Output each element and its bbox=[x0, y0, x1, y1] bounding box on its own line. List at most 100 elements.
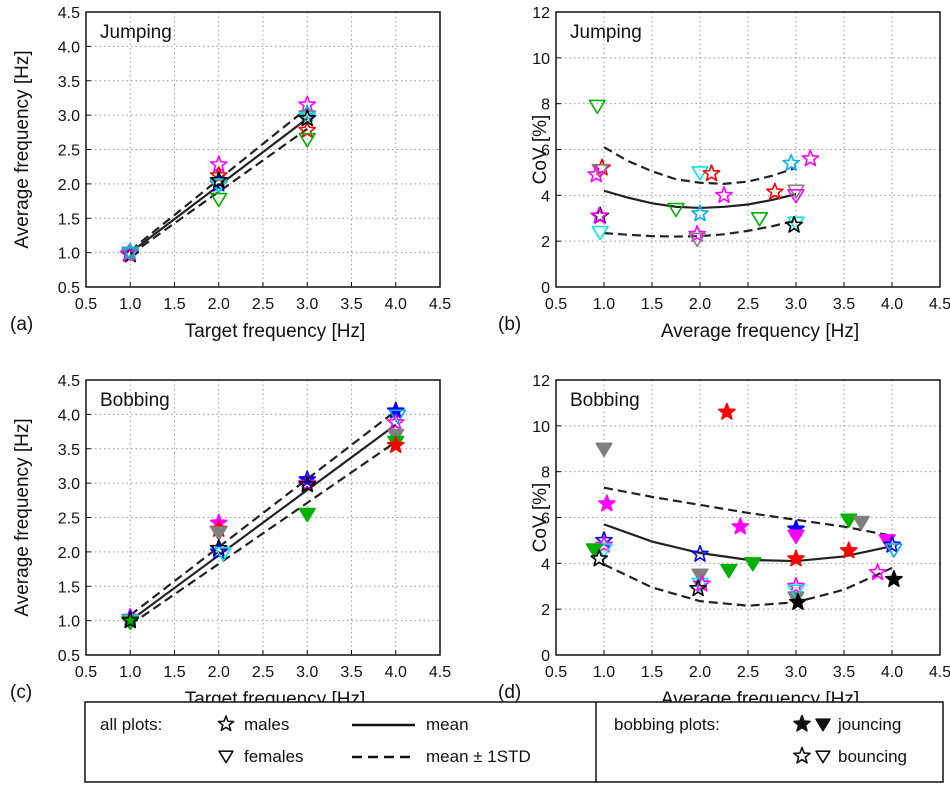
y-tick-label: 10 bbox=[532, 51, 550, 68]
data-point bbox=[388, 409, 407, 424]
data-point bbox=[693, 574, 711, 592]
data-point bbox=[386, 436, 405, 453]
legend-female-triangle-icon bbox=[218, 750, 234, 764]
data-point bbox=[720, 563, 738, 579]
data-point bbox=[210, 192, 228, 208]
y-tick-label: 0 bbox=[541, 648, 550, 665]
std-line bbox=[603, 219, 797, 238]
x-tick-label: 2.0 bbox=[208, 296, 230, 313]
y-tick-label: 2.0 bbox=[58, 545, 80, 562]
data-point bbox=[852, 515, 870, 531]
data-point bbox=[787, 549, 805, 567]
legend-male-star-icon bbox=[217, 715, 235, 732]
legend-bouncing-icons bbox=[793, 746, 831, 764]
data-point bbox=[744, 557, 762, 572]
data-point bbox=[691, 544, 709, 562]
x-tick-label: 4.5 bbox=[929, 664, 950, 681]
legend-jouncing-label: jouncing bbox=[837, 715, 901, 734]
x-tick-label: 2.0 bbox=[689, 296, 711, 313]
x-tick-label: 3.0 bbox=[296, 296, 318, 313]
data-point bbox=[691, 204, 709, 222]
y-tick-label: 3.5 bbox=[58, 74, 80, 91]
y-tick-label: 4.0 bbox=[58, 407, 80, 424]
data-point bbox=[590, 206, 609, 224]
data-point bbox=[789, 592, 807, 610]
x-tick-label: 4.5 bbox=[929, 296, 950, 313]
x-tick-label: 0.5 bbox=[545, 664, 567, 681]
data-point bbox=[591, 225, 609, 241]
y-tick-label: 3.5 bbox=[58, 442, 80, 459]
y-axis-label: CoV [%] bbox=[530, 483, 551, 553]
data-point bbox=[298, 470, 317, 488]
y-tick-label: 2.5 bbox=[58, 143, 80, 160]
y-axis-label: CoV [%] bbox=[530, 115, 551, 185]
x-tick-label: 2.0 bbox=[208, 664, 230, 681]
data-point bbox=[787, 184, 805, 199]
bouncing-triangle-icon bbox=[815, 750, 831, 764]
plot-frame bbox=[85, 379, 441, 656]
panel-label: (c) bbox=[10, 682, 32, 703]
panel-label: (b) bbox=[498, 314, 521, 335]
y-tick-label: 2 bbox=[541, 234, 550, 251]
y-tick-label: 1.0 bbox=[58, 246, 80, 263]
plot-frame bbox=[85, 11, 441, 288]
data-point bbox=[209, 171, 228, 189]
y-tick-label: 1.5 bbox=[58, 211, 80, 228]
data-point bbox=[214, 546, 232, 562]
data-point bbox=[121, 611, 140, 629]
panel-label: (a) bbox=[10, 314, 33, 335]
chart-panels: 0.5 1.0 1.5 2.0 2.5 3.0 3.5 4.0 4.5 0.5 1.0 1.5 2.0 2… bbox=[10, 5, 950, 710]
data-point bbox=[591, 163, 609, 179]
y-tick-label: 4 bbox=[541, 188, 550, 205]
x-tick-label: 3.5 bbox=[833, 664, 855, 681]
legend-females-label: females bbox=[244, 747, 304, 766]
y-tick-label: 3.0 bbox=[58, 108, 80, 125]
female-triangle-icon bbox=[218, 750, 234, 764]
y-tick-label: 12 bbox=[532, 5, 550, 22]
data-point bbox=[689, 579, 707, 597]
plot-frame bbox=[555, 11, 941, 288]
y-axis-label: Average frequency [Hz] bbox=[12, 418, 33, 616]
data-point bbox=[787, 189, 805, 204]
x-tick-label: 0.5 bbox=[75, 296, 97, 313]
data-point bbox=[121, 242, 140, 260]
y-tick-label: 2 bbox=[541, 602, 550, 619]
x-tick-label: 1.5 bbox=[641, 296, 663, 313]
x-tick-label: 2.5 bbox=[737, 664, 759, 681]
data-point bbox=[883, 535, 901, 553]
data-point bbox=[590, 549, 609, 567]
data-point bbox=[782, 153, 801, 171]
chart-panel-a: 0.5 1.0 1.5 2.0 2.5 3.0 3.5 4.0 4.5 0.5 1.0 1.5 2.0 2… bbox=[10, 5, 451, 342]
data-point bbox=[595, 535, 613, 553]
x-tick-label: 2.5 bbox=[737, 296, 759, 313]
y-tick-label: 2.0 bbox=[58, 177, 80, 194]
y-tick-label: 4.0 bbox=[58, 39, 80, 56]
legend-males-label: males bbox=[244, 715, 289, 734]
x-tick-label: 3.0 bbox=[785, 296, 807, 313]
data-point bbox=[587, 165, 606, 183]
data-point bbox=[298, 475, 317, 493]
x-tick-label: 3.5 bbox=[833, 296, 855, 313]
y-tick-label: 12 bbox=[532, 373, 550, 390]
jouncing-star-icon bbox=[793, 714, 811, 732]
mean-line bbox=[129, 117, 308, 254]
y-tick-label: 3.0 bbox=[58, 476, 80, 493]
data-point bbox=[715, 186, 733, 204]
data-point bbox=[801, 149, 820, 167]
y-axis-label: Average frequency [Hz] bbox=[12, 50, 33, 248]
data-point bbox=[691, 166, 709, 181]
x-tick-label: 1.5 bbox=[163, 296, 185, 313]
y-tick-label: 0.5 bbox=[58, 280, 80, 297]
data-point bbox=[785, 215, 803, 233]
panel-title: Bobbing bbox=[100, 390, 170, 411]
data-point bbox=[702, 164, 721, 182]
data-point bbox=[766, 182, 784, 200]
chart-panel-d: 0.5 1.0 1.5 2.0 2.5 3.0 3.5 4.0 4.5 0 2 4 6 8 10 12 Bobb… bbox=[498, 373, 950, 710]
x-tick-label: 3.5 bbox=[340, 296, 362, 313]
y-tick-label: 4.5 bbox=[58, 5, 80, 22]
data-point bbox=[731, 517, 750, 535]
data-point bbox=[718, 402, 736, 420]
panel-title: Jumping bbox=[570, 22, 642, 43]
chart-panel-c: 0.5 1.0 1.5 2.0 2.5 3.0 3.5 4.0 4.5 0.5 1.0 1.5 2.0 2… bbox=[10, 373, 451, 710]
x-tick-label: 2.0 bbox=[689, 664, 711, 681]
